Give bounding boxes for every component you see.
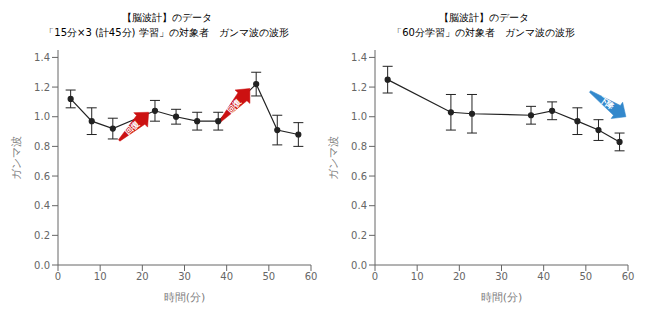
svg-text:30: 30 <box>495 271 508 282</box>
svg-text:0.8: 0.8 <box>34 141 50 152</box>
svg-text:0: 0 <box>372 271 378 282</box>
svg-text:0: 0 <box>55 271 61 282</box>
svg-text:0.8: 0.8 <box>351 141 367 152</box>
svg-text:時間(分): 時間(分) <box>164 291 206 303</box>
svg-text:1.4: 1.4 <box>34 52 50 63</box>
svg-text:0.0: 0.0 <box>34 260 50 271</box>
svg-text:10: 10 <box>411 271 424 282</box>
svg-text:60: 60 <box>305 271 318 282</box>
svg-text:50: 50 <box>262 271 275 282</box>
svg-text:40: 40 <box>220 271 233 282</box>
html-text:【脳波計】のデータ: 【脳波計】のデータ <box>438 12 529 23</box>
svg-text:0.4: 0.4 <box>351 200 367 211</box>
svg-text:50: 50 <box>579 271 592 282</box>
svg-text:時間(分): 時間(分) <box>481 291 523 303</box>
svg-text:1.0: 1.0 <box>351 111 367 122</box>
svg-text:1.2: 1.2 <box>34 82 50 93</box>
svg-text:20: 20 <box>136 271 149 282</box>
svg-text:ガンマ波: ガンマ波 <box>327 136 340 180</box>
svg-text:0.4: 0.4 <box>34 200 50 211</box>
svg-text:30: 30 <box>178 271 191 282</box>
svg-text:0.6: 0.6 <box>351 171 367 182</box>
svg-text:回復: 回復 <box>124 119 142 137</box>
svg-text:1.2: 1.2 <box>351 82 367 93</box>
svg-text:下降: 下降 <box>597 94 617 112</box>
svg-text:0.6: 0.6 <box>34 171 50 182</box>
svg-text:20: 20 <box>453 271 466 282</box>
svg-text:10: 10 <box>94 271 107 282</box>
svg-text:1.0: 1.0 <box>34 111 50 122</box>
html-text:「60分学習」の対象者 ガンマ波の波形: 「60分学習」の対象者 ガンマ波の波形 <box>392 27 575 38</box>
html-text:「15分×3 (計45分) 学習」の対象者 ガンマ波の波形: 「15分×3 (計45分) 学習」の対象者 ガンマ波の波形 <box>44 27 289 38</box>
svg-text:40: 40 <box>537 271 550 282</box>
svg-text:0.2: 0.2 <box>34 230 50 241</box>
svg-text:回復: 回復 <box>225 97 242 115</box>
svg-text:1.4: 1.4 <box>351 52 367 63</box>
svg-text:0.2: 0.2 <box>351 230 367 241</box>
svg-text:ガンマ波: ガンマ波 <box>10 136 23 180</box>
svg-text:60: 60 <box>622 271 635 282</box>
svg-text:0.0: 0.0 <box>351 260 367 271</box>
html-text:【脳波計】のデータ: 【脳波計】のデータ <box>121 12 212 23</box>
